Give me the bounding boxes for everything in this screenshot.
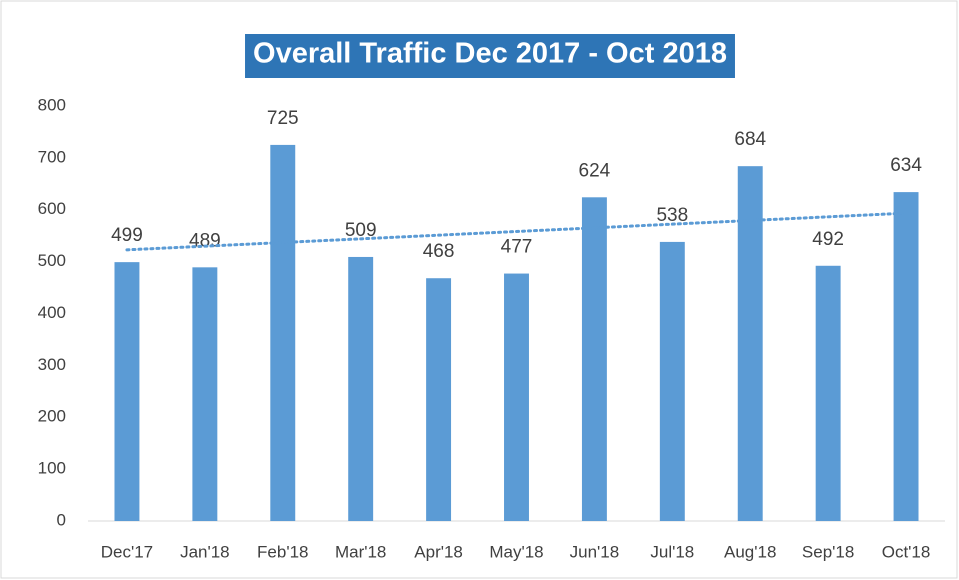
- x-tick-label: Feb'18: [257, 542, 308, 561]
- bar: [426, 278, 452, 521]
- bar: [893, 192, 919, 522]
- y-tick-label: 700: [38, 147, 66, 166]
- data-label: 492: [812, 229, 844, 250]
- bar: [737, 166, 763, 522]
- y-tick-label: 500: [38, 251, 66, 270]
- data-label: 725: [267, 108, 299, 129]
- data-label: 477: [501, 237, 533, 258]
- bar: [504, 273, 529, 521]
- x-tick-label: May'18: [489, 542, 543, 561]
- x-tick-label: Mar'18: [335, 542, 386, 561]
- x-tick-label: Aug'18: [724, 542, 776, 561]
- data-label: 509: [345, 220, 377, 241]
- y-tick-label: 100: [38, 459, 66, 478]
- bar: [192, 267, 218, 521]
- bar: [659, 241, 685, 521]
- y-tick-label: 800: [38, 95, 66, 114]
- y-tick-label: 0: [57, 510, 66, 529]
- x-tick-label: Sep'18: [802, 542, 854, 561]
- x-tick-label: Jun'18: [570, 542, 620, 561]
- data-label: 684: [734, 129, 766, 150]
- data-label: 489: [189, 230, 221, 251]
- bar: [270, 144, 296, 521]
- data-label: 468: [423, 241, 455, 262]
- bar: [348, 256, 374, 521]
- y-tick-label: 200: [38, 407, 66, 426]
- x-tick-label: Oct'18: [882, 542, 931, 561]
- data-label: 634: [890, 155, 922, 176]
- data-label: 624: [579, 160, 611, 181]
- chart-title: Overall Traffic Dec 2017 - Oct 2018: [253, 38, 727, 70]
- bar: [114, 262, 140, 521]
- bar: [815, 265, 841, 521]
- bar: [581, 197, 607, 522]
- y-tick-label: 300: [38, 355, 66, 374]
- x-tick-label: Jan'18: [180, 542, 230, 561]
- data-label: 538: [656, 205, 688, 226]
- x-tick-label: Dec'17: [101, 542, 153, 561]
- x-tick-label: Apr'18: [414, 542, 463, 561]
- x-tick-label: Jul'18: [650, 542, 694, 561]
- title-box: [245, 34, 735, 78]
- y-tick-label: 600: [38, 199, 66, 218]
- data-label: 499: [111, 225, 143, 246]
- y-tick-label: 400: [38, 303, 66, 322]
- trendline: [125, 211, 908, 252]
